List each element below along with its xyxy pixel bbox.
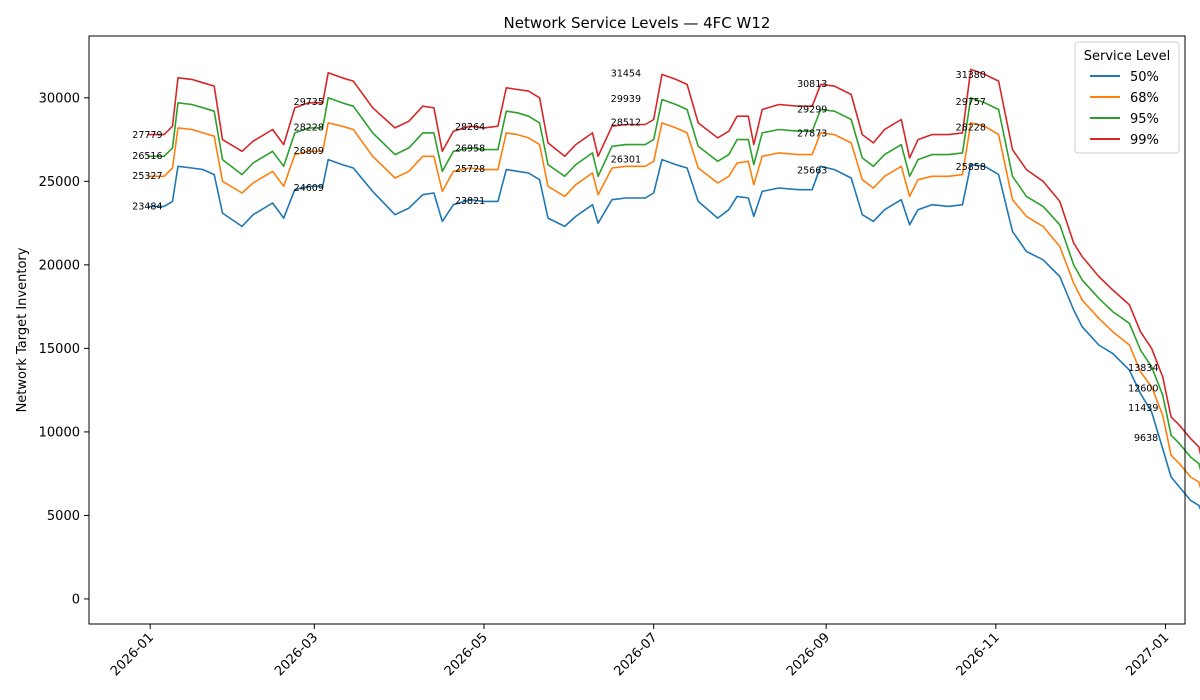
y-tick-label: 0 bbox=[72, 592, 80, 607]
data-label: 25663 bbox=[797, 165, 827, 176]
legend-entry: 50% bbox=[1130, 70, 1159, 85]
data-label: 9638 bbox=[1134, 433, 1158, 444]
data-label: 24609 bbox=[294, 183, 324, 194]
data-label: 26958 bbox=[455, 144, 485, 155]
x-axis: 2026-01 2026-03 2026-05 2026-07 2026-09 2026-… bbox=[108, 624, 1172, 679]
y-tick-label: 30000 bbox=[39, 91, 80, 106]
legend: Service Level 50% 68% 95% 99% bbox=[1074, 41, 1180, 154]
plot-frame bbox=[88, 35, 1186, 625]
data-label: 29299 bbox=[797, 105, 827, 116]
y-tick-label: 10000 bbox=[39, 425, 80, 440]
data-label: 29735 bbox=[294, 97, 324, 108]
legend-entry: 99% bbox=[1130, 133, 1159, 148]
y-axis: 0 5000 10000 15000 20000 25000 30000 bbox=[39, 91, 89, 607]
data-label: 12600 bbox=[1128, 384, 1158, 395]
data-annotations: 27779 26516 25327 23484 29735 28228 26809 24609… bbox=[132, 69, 1158, 444]
data-label: 26516 bbox=[132, 151, 162, 162]
data-label: 31380 bbox=[956, 70, 986, 81]
x-tick-label: 2026-01 bbox=[108, 630, 157, 679]
x-tick-label: 2026-07 bbox=[612, 630, 661, 679]
data-label: 23484 bbox=[132, 202, 162, 213]
y-axis-label: Network Target Inventory bbox=[15, 247, 30, 412]
series-line-2 bbox=[147, 97, 1200, 472]
series-line-1 bbox=[147, 122, 1200, 489]
data-label: 28264 bbox=[455, 122, 485, 133]
data-label: 26301 bbox=[611, 155, 641, 166]
data-label: 25728 bbox=[455, 164, 485, 175]
x-tick-label: 2026-11 bbox=[954, 630, 1003, 679]
data-label: 25327 bbox=[132, 171, 162, 182]
data-label: 28228 bbox=[956, 122, 986, 133]
series-line-0 bbox=[147, 158, 1200, 511]
data-label: 27873 bbox=[797, 128, 827, 139]
y-tick-label: 20000 bbox=[39, 258, 80, 273]
x-tick-label: 2026-03 bbox=[272, 630, 321, 679]
y-tick-label: 15000 bbox=[39, 342, 80, 357]
x-tick-label: 2026-05 bbox=[442, 630, 491, 679]
legend-entry: 68% bbox=[1130, 91, 1159, 106]
data-label: 25858 bbox=[956, 162, 986, 173]
data-label: 31454 bbox=[611, 69, 641, 80]
chart-title: Network Service Levels — 4FC W12 bbox=[504, 14, 771, 32]
data-label: 29939 bbox=[611, 94, 641, 105]
x-tick-label: 2027-01 bbox=[1123, 630, 1172, 679]
data-label: 27779 bbox=[132, 130, 162, 141]
series-lines bbox=[147, 68, 1200, 511]
legend-title: Service Level bbox=[1084, 49, 1171, 64]
series-line-3 bbox=[147, 68, 1200, 456]
data-label: 29757 bbox=[956, 97, 986, 108]
x-tick-label: 2026-09 bbox=[784, 630, 833, 679]
data-label: 23821 bbox=[455, 196, 485, 207]
data-label: 11439 bbox=[1128, 403, 1158, 414]
y-tick-label: 5000 bbox=[47, 509, 80, 524]
data-label: 30813 bbox=[797, 79, 827, 90]
y-tick-label: 25000 bbox=[39, 175, 80, 190]
legend-entry: 95% bbox=[1130, 112, 1159, 127]
data-label: 28512 bbox=[611, 118, 641, 129]
data-label: 13834 bbox=[1128, 363, 1158, 374]
data-label: 28228 bbox=[294, 122, 324, 133]
legend-box bbox=[1074, 41, 1180, 154]
data-label: 26809 bbox=[294, 146, 324, 157]
